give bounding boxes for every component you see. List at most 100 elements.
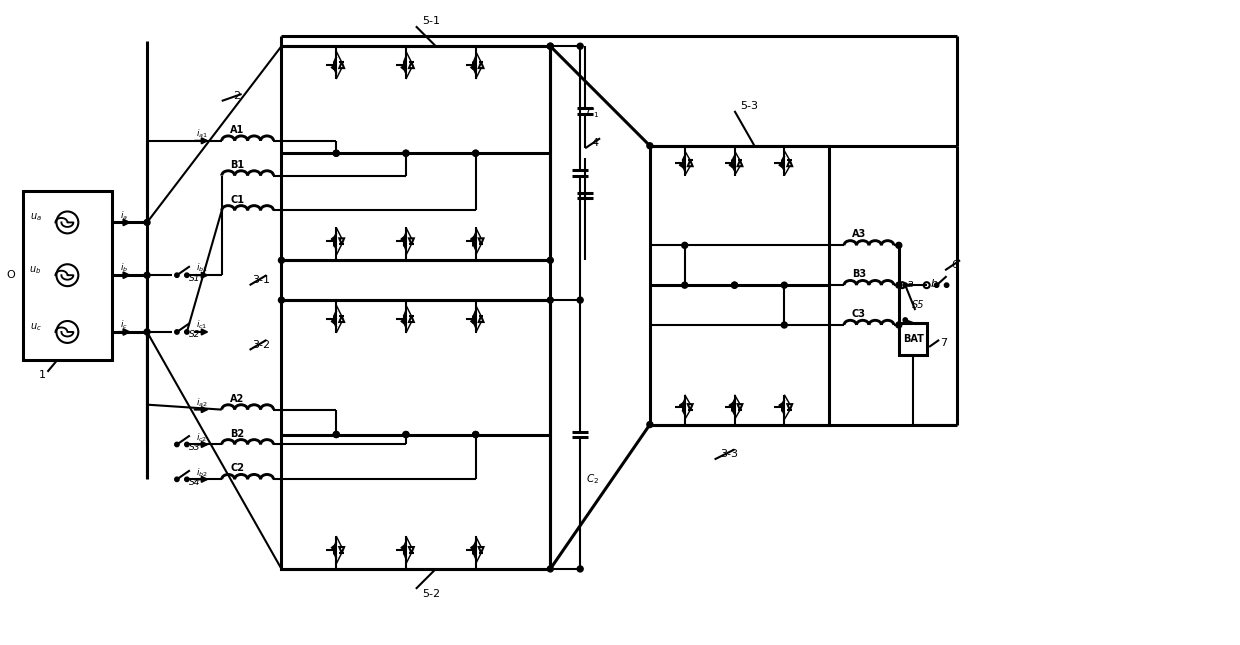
Polygon shape <box>340 62 343 68</box>
Polygon shape <box>340 547 343 553</box>
Circle shape <box>185 273 188 277</box>
Polygon shape <box>409 547 414 553</box>
Circle shape <box>682 282 688 288</box>
Text: C2: C2 <box>231 463 244 473</box>
Circle shape <box>577 297 583 303</box>
Polygon shape <box>409 239 414 244</box>
Text: B3: B3 <box>852 269 866 279</box>
Circle shape <box>935 283 939 288</box>
Text: 5-2: 5-2 <box>422 589 440 599</box>
Circle shape <box>472 150 479 156</box>
Polygon shape <box>479 62 484 68</box>
Bar <box>281 300 551 569</box>
Circle shape <box>895 322 901 328</box>
Text: 6: 6 <box>951 260 959 270</box>
Circle shape <box>547 43 553 49</box>
Circle shape <box>403 432 409 437</box>
Text: 5-3: 5-3 <box>740 101 759 111</box>
Circle shape <box>403 150 409 156</box>
Circle shape <box>647 143 652 149</box>
Circle shape <box>781 282 787 288</box>
Text: A1: A1 <box>231 125 244 135</box>
Text: a: a <box>906 279 913 289</box>
Circle shape <box>472 432 479 437</box>
Circle shape <box>577 566 583 572</box>
Text: S2: S2 <box>188 330 201 339</box>
Circle shape <box>682 243 688 248</box>
Bar <box>281 46 551 261</box>
Circle shape <box>403 432 409 437</box>
Circle shape <box>334 432 340 437</box>
Text: 4: 4 <box>591 138 599 148</box>
Text: S5: S5 <box>911 300 925 310</box>
Polygon shape <box>340 316 343 322</box>
Text: S3: S3 <box>188 443 201 452</box>
Text: A2: A2 <box>231 393 244 404</box>
Text: b: b <box>930 279 937 289</box>
Polygon shape <box>738 404 743 410</box>
Circle shape <box>175 477 179 482</box>
Polygon shape <box>787 404 792 410</box>
Text: A3: A3 <box>852 230 866 239</box>
Circle shape <box>547 43 553 49</box>
Circle shape <box>175 442 179 447</box>
Circle shape <box>647 422 652 428</box>
Text: C1: C1 <box>231 195 244 204</box>
Text: 3-1: 3-1 <box>253 275 270 285</box>
Text: S1: S1 <box>188 273 201 283</box>
Polygon shape <box>479 239 484 244</box>
Text: 2: 2 <box>233 91 241 101</box>
Text: $u_a$: $u_a$ <box>30 212 41 223</box>
Circle shape <box>577 43 583 49</box>
Circle shape <box>472 150 479 156</box>
Circle shape <box>547 297 553 303</box>
Circle shape <box>279 297 284 303</box>
Bar <box>22 190 112 360</box>
Text: $C_1$: $C_1$ <box>585 106 599 121</box>
Bar <box>650 146 830 424</box>
Circle shape <box>945 283 949 288</box>
Circle shape <box>334 432 340 437</box>
Text: $u_b$: $u_b$ <box>30 264 42 276</box>
Circle shape <box>185 442 188 447</box>
Circle shape <box>903 283 908 288</box>
Text: O: O <box>7 270 16 280</box>
Text: $i_{a2}$: $i_{a2}$ <box>196 397 207 409</box>
Bar <box>899 323 928 355</box>
Circle shape <box>403 150 409 156</box>
Circle shape <box>185 330 188 334</box>
Text: $i_b$: $i_b$ <box>120 262 128 275</box>
Text: $i_a$: $i_a$ <box>120 209 128 222</box>
Text: C3: C3 <box>852 309 866 319</box>
Text: BAT: BAT <box>903 334 924 344</box>
Text: $i_{c1}$: $i_{c1}$ <box>196 319 207 332</box>
Text: B2: B2 <box>231 428 244 439</box>
Text: 5-1: 5-1 <box>422 16 440 26</box>
Polygon shape <box>409 316 414 322</box>
Circle shape <box>334 150 340 156</box>
Text: $C_2$: $C_2$ <box>585 472 599 486</box>
Circle shape <box>144 272 150 278</box>
Polygon shape <box>340 239 343 244</box>
Text: $u_c$: $u_c$ <box>30 321 41 333</box>
Text: $i_{b1}$: $i_{b1}$ <box>196 262 208 275</box>
Text: $i_{b2}$: $i_{b2}$ <box>196 466 208 479</box>
Circle shape <box>334 150 340 156</box>
Circle shape <box>732 282 738 288</box>
Polygon shape <box>787 160 792 166</box>
Polygon shape <box>409 62 414 68</box>
Polygon shape <box>688 160 693 166</box>
Circle shape <box>732 282 738 288</box>
Circle shape <box>781 322 787 328</box>
Circle shape <box>185 477 188 482</box>
Polygon shape <box>479 547 484 553</box>
Polygon shape <box>688 404 693 410</box>
Text: 7: 7 <box>940 338 947 348</box>
Text: $i_c$: $i_c$ <box>120 319 128 332</box>
Text: 3-3: 3-3 <box>720 450 739 459</box>
Polygon shape <box>738 160 743 166</box>
Circle shape <box>895 282 901 288</box>
Text: $i_{a1}$: $i_{a1}$ <box>196 128 208 140</box>
Text: 3-2: 3-2 <box>253 340 270 350</box>
Circle shape <box>279 257 284 263</box>
